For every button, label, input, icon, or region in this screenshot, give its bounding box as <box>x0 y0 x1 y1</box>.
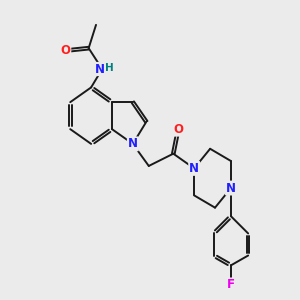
Text: N: N <box>189 162 199 175</box>
Text: N: N <box>95 62 105 76</box>
Text: N: N <box>128 137 138 150</box>
Text: O: O <box>173 123 183 136</box>
Text: N: N <box>226 182 236 194</box>
Text: H: H <box>105 63 114 73</box>
Text: O: O <box>60 44 70 57</box>
Text: F: F <box>227 278 235 292</box>
